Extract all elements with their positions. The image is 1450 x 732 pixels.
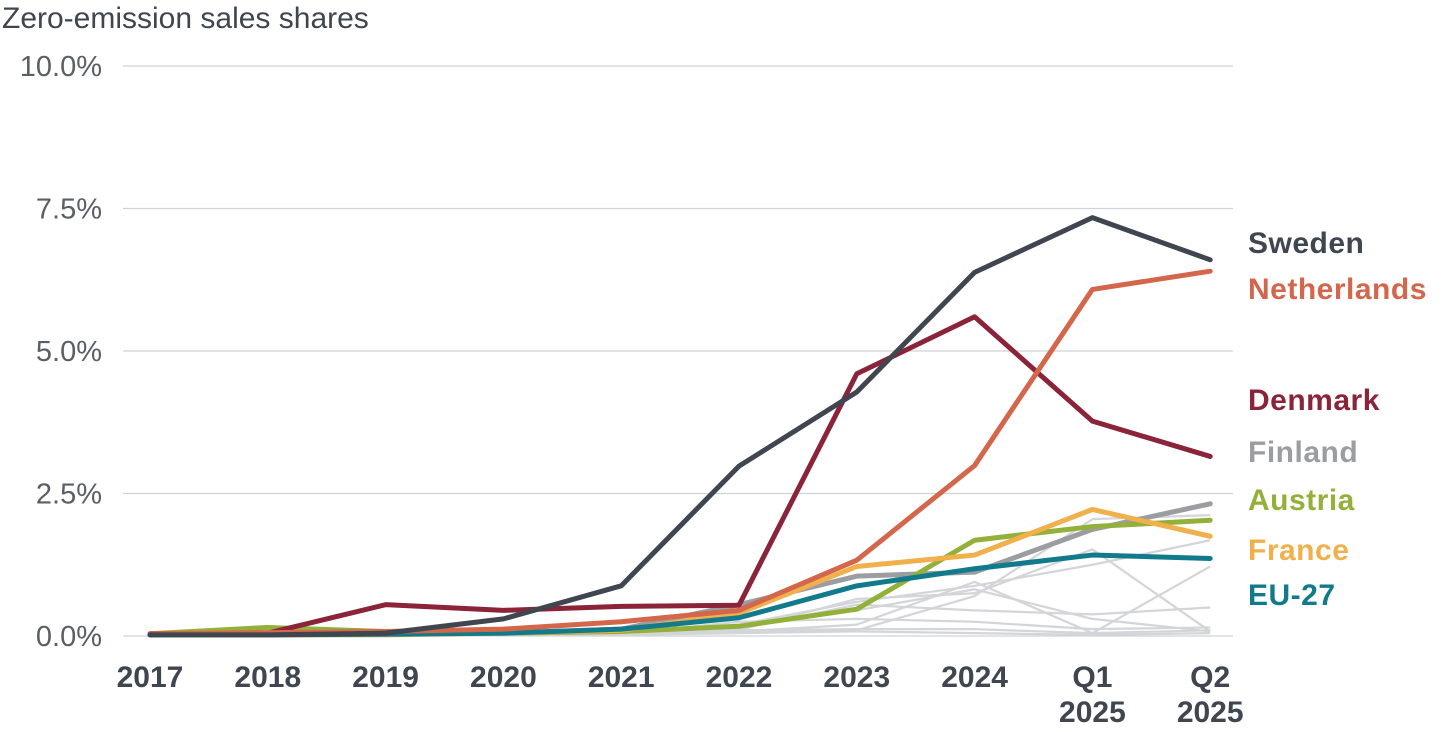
x-tick-label: 2019 — [352, 661, 419, 694]
x-tick-label-line: Q2 — [1190, 661, 1230, 694]
x-tick-label-line: 2018 — [234, 661, 301, 694]
legend-label-netherlands: Netherlands — [1248, 273, 1427, 306]
x-tick-label-line: 2021 — [588, 661, 655, 694]
x-tick-label: 2021 — [588, 661, 655, 694]
legend-label-denmark: Denmark — [1248, 384, 1380, 417]
x-tick-label: 2022 — [706, 661, 773, 694]
legend-label-eu-27: EU-27 — [1248, 579, 1336, 612]
x-tick-label-line: 2022 — [706, 661, 773, 694]
x-tick-label: Q2 2025 — [1177, 661, 1244, 729]
x-tick-label-line: 2020 — [470, 661, 537, 694]
y-tick-label: 10.0% — [20, 51, 102, 83]
y-tick-label: 2.5% — [36, 479, 102, 511]
x-tick-label-line: 2023 — [823, 661, 890, 694]
x-tick-label: 2017 — [117, 661, 184, 694]
y-tick-label: 5.0% — [36, 336, 102, 368]
legend-label-finland: Finland — [1248, 436, 1358, 469]
x-tick-label-line: Q1 — [1072, 661, 1112, 694]
y-axis: 0.0% 2.5% 5.0% 7.5% 10.0% — [20, 51, 102, 653]
x-tick-label-line: 2025 — [1059, 696, 1126, 729]
x-tick-label-line: 2019 — [352, 661, 419, 694]
x-tick-label-line: 2017 — [117, 661, 184, 694]
y-tick-label: 0.0% — [36, 621, 102, 653]
grid-lines — [123, 65, 1233, 637]
legend: Sweden Netherlands Denmark Finland Austria Fr… — [1248, 227, 1427, 612]
highlighted-series — [147, 215, 1213, 638]
x-tick-label: 2018 — [234, 661, 301, 694]
y-tick-label: 7.5% — [36, 194, 102, 226]
chart-title: Zero-emission sales shares — [2, 2, 369, 35]
legend-label-france: France — [1248, 534, 1349, 567]
x-axis: 2017 2018 2019 2020 2021 2022 2023 2024 Q1 2025Q2… — [117, 661, 1244, 729]
legend-label-sweden: Sweden — [1248, 227, 1364, 260]
series-line-sweden — [147, 215, 1213, 638]
x-tick-label: 2023 — [823, 661, 890, 694]
x-tick-label-line: 2024 — [941, 661, 1008, 694]
x-tick-label: Q1 2025 — [1059, 661, 1126, 729]
x-tick-label: 2020 — [470, 661, 537, 694]
x-tick-label-line: 2025 — [1177, 696, 1244, 729]
x-tick-label: 2024 — [941, 661, 1008, 694]
series-line-netherlands — [147, 268, 1213, 637]
legend-label-austria: Austria — [1248, 484, 1355, 517]
series-line-denmark — [147, 314, 1213, 637]
